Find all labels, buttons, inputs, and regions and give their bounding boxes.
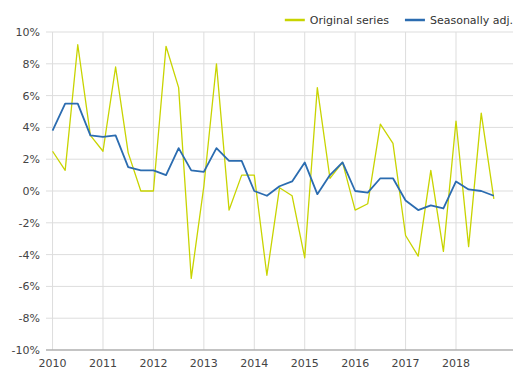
x-tick-label: 2010 [39, 357, 67, 370]
x-grid-line [456, 32, 457, 350]
y-grid-line [46, 127, 513, 128]
x-tick-label: 2016 [341, 357, 369, 370]
x-grid-line [52, 32, 53, 350]
axes: -10% -8% -6% -4% -2% 0% 2% 4% 6% 8% 10% 2010 2011 201… [12, 26, 513, 370]
y-grid-line [46, 95, 513, 96]
y-grid-line [46, 350, 513, 351]
y-tick-label: 2% [23, 153, 40, 166]
x-axis-line [46, 350, 513, 351]
y-grid-line [46, 286, 513, 287]
x-grid-line [102, 32, 103, 350]
x-tick-label: 2013 [190, 357, 218, 370]
chart: -10% -8% -6% -4% -2% 0% 2% 4% 6% 8% 10% 2010 2011 201… [0, 0, 529, 378]
legend-swatch [405, 19, 425, 22]
legend: Seasonally adj. Original series [285, 14, 513, 27]
y-grid-line [46, 222, 513, 223]
legend-swatch [285, 19, 305, 22]
legend-label: Original series [310, 14, 389, 27]
plot-area [53, 45, 494, 279]
y-tick-label: 6% [23, 90, 40, 103]
y-grid-line [46, 32, 513, 33]
legend-label: Seasonally adj. [430, 14, 513, 27]
series-line [53, 104, 494, 211]
y-tick-label: 8% [23, 58, 40, 71]
y-grid-line [46, 159, 513, 160]
y-grid-line [46, 63, 513, 64]
x-tick-label: 2017 [392, 357, 420, 370]
x-tick-label: 2011 [89, 357, 117, 370]
y-tick-label: -10% [12, 344, 40, 357]
y-tick-label: -4% [19, 249, 40, 262]
y-grid-line [46, 318, 513, 319]
x-tick-label: 2018 [442, 357, 470, 370]
x-tick-label: 2015 [291, 357, 319, 370]
y-tick-label: -2% [19, 217, 40, 230]
y-grid-line [46, 254, 513, 255]
y-tick-label: 4% [23, 121, 40, 134]
series-line [53, 45, 494, 279]
y-tick-label: 0% [23, 185, 40, 198]
x-grid-line [405, 32, 406, 350]
grid [46, 32, 513, 350]
y-tick-label: 10% [16, 26, 40, 39]
x-tick-label: 2012 [139, 357, 167, 370]
x-tick-label: 2014 [240, 357, 268, 370]
y-tick-label: -8% [19, 312, 40, 325]
x-grid-line [304, 32, 305, 350]
y-tick-label: -6% [19, 280, 40, 293]
